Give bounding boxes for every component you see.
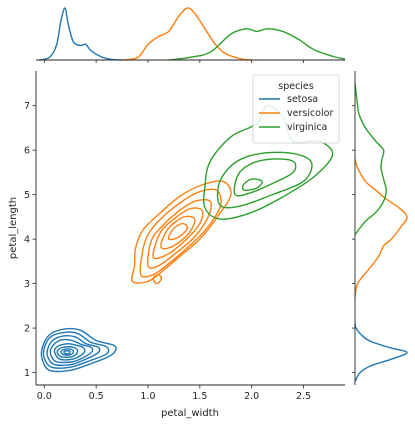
right-density-setosa [354, 323, 408, 382]
contour-setosa [40, 327, 117, 373]
y-axis-label: petal_length [8, 197, 19, 259]
contour-setosa [56, 346, 79, 359]
right-density-virginica [354, 83, 387, 236]
x-tick-label: 0.5 [89, 391, 104, 402]
legend: species setosa versicolor virginica [252, 74, 340, 144]
contour-setosa [53, 342, 86, 361]
right-marginal-density [352, 71, 408, 385]
contour-setosa [46, 335, 101, 366]
x-axis-label: petal_width [161, 408, 219, 419]
contour-versicolor [167, 222, 189, 241]
top-density-setosa [38, 7, 123, 61]
y-tick-label: 7 [24, 101, 30, 112]
y-tick-label: 2 [24, 324, 30, 335]
legend-frame [252, 74, 340, 144]
top-marginal-density [36, 7, 346, 63]
top-density-versicolor [121, 7, 252, 61]
contour-setosa [60, 348, 75, 356]
legend-label-versicolor: versicolor [287, 108, 333, 119]
x-tick-label: 1.5 [192, 391, 207, 402]
contour-versicolor [131, 180, 232, 284]
legend-label-virginica: virginica [287, 122, 327, 133]
contour-setosa [42, 331, 110, 369]
contour-virginica [233, 158, 297, 197]
legend-title: species [278, 81, 314, 92]
contour-setosa [63, 350, 72, 355]
x-tick-label: 1.0 [140, 391, 155, 402]
contour-versicolor [160, 215, 196, 250]
x-tick-label: 2.0 [244, 391, 259, 402]
y-tick-label: 5 [24, 190, 30, 201]
contour-versicolor [152, 207, 204, 260]
contour-virginica [216, 151, 313, 209]
x-tick-label: 0.0 [37, 391, 52, 402]
right-density-versicolor [354, 158, 408, 298]
contour-versicolor [146, 198, 212, 269]
y-tick-label: 1 [24, 368, 30, 379]
y-tick-label: 3 [24, 279, 30, 290]
contour-setosa [49, 338, 94, 364]
contour-versicolor [139, 188, 222, 278]
y-tick-label: 4 [24, 235, 30, 246]
contour-versicolor [152, 274, 163, 285]
axes: 0.0 0.5 1.0 1.5 2.0 2.5 1 2 3 4 5 6 7 [24, 71, 345, 402]
x-tick-label: 2.5 [296, 391, 311, 402]
y-tick-label: 6 [24, 146, 30, 157]
top-density-virginica [168, 28, 346, 61]
contour-virginica [241, 178, 263, 192]
legend-label-setosa: setosa [287, 94, 318, 105]
kde-contours [40, 104, 334, 373]
